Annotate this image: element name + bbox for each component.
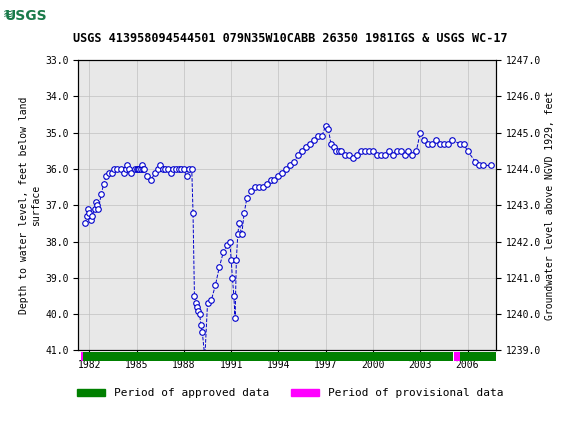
Text: USGS 413958094544501 079N35W10CABB 26350 1981IGS & USGS WC-17: USGS 413958094544501 079N35W10CABB 26350… — [72, 32, 508, 45]
Text: ≋: ≋ — [3, 8, 13, 21]
Legend: Period of approved data, Period of provisional data: Period of approved data, Period of provi… — [72, 384, 508, 403]
Y-axis label: Depth to water level, feet below land
surface: Depth to water level, feet below land su… — [19, 97, 41, 314]
Text: USGS: USGS — [5, 9, 47, 23]
Y-axis label: Groundwater level above NGVD 1929, feet: Groundwater level above NGVD 1929, feet — [545, 91, 555, 320]
FancyBboxPatch shape — [3, 3, 70, 30]
